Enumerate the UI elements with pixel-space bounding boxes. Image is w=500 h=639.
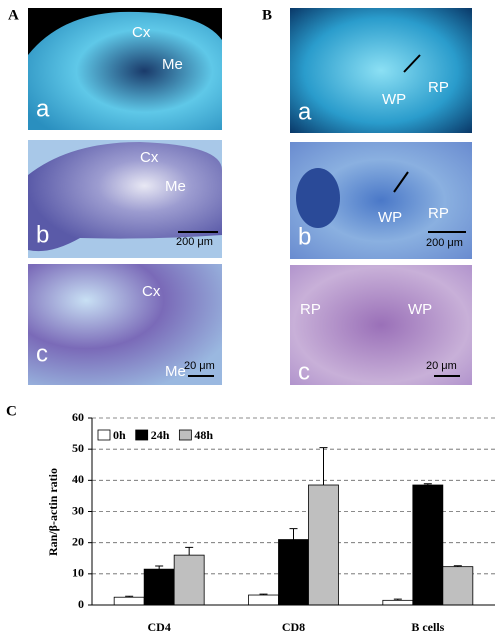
error-bar [423,483,432,486]
scale-label: 200 μm [176,236,213,248]
y-tick-label: 50 [72,441,84,455]
y-tick-label: 10 [72,566,84,580]
micro-label: Cx [142,283,161,300]
x-tick-label: CD8 [282,620,305,634]
legend-swatch [178,429,192,441]
error-bar [125,595,134,598]
micro-label: RP [428,205,449,222]
bar [308,484,339,606]
micrograph [290,265,472,385]
bar [248,594,279,606]
bar [412,484,444,606]
error-bar [393,598,402,601]
arrow [393,171,409,193]
micro-label: Me [165,363,186,380]
micro-label: WP [408,301,432,318]
bar [113,596,145,606]
x-tick-label: CD4 [147,620,170,634]
micro-label: RP [300,301,321,318]
micro-label: Me [165,178,186,195]
error-bar [289,528,298,540]
micro-label: b [298,223,311,250]
micro-label: Cx [140,149,159,166]
bar [442,566,474,606]
micro-label: c [298,358,310,385]
micrograph [28,264,222,385]
micro-label: a [36,95,50,122]
arrow [403,54,421,73]
tissue [28,142,222,252]
panel-label: C [6,403,17,419]
scale-label: 20 μm [426,360,457,372]
y-tick-label: 0 [78,597,84,611]
y-tick-label: 60 [72,410,84,424]
legend-swatch [135,429,149,441]
error-bar [453,565,462,567]
legend-swatch [97,429,111,441]
y-tick-label: 30 [72,503,84,517]
micro-label: c [36,340,48,367]
error-bar [259,593,268,596]
scale-label: 20 μm [184,360,215,372]
y-tick-label: 40 [72,472,84,486]
error-bar [185,546,194,556]
legend-label: 24h [151,428,170,442]
bar [278,539,309,606]
micro-label: Me [162,56,183,73]
micro-label: Cx [132,24,151,41]
y-axis-label: Ran/β-actin ratio [46,468,60,556]
bar [382,599,414,606]
bar [173,554,205,606]
y-tick-label: 20 [72,534,84,548]
legend-label: 0h [113,428,126,442]
micro-label: WP [382,91,406,108]
micro-label: a [298,98,312,125]
panel-label: B [262,7,272,23]
scale-label: 200 μm [426,237,463,249]
error-bar [319,447,328,486]
micro-label: RP [428,79,449,96]
bar [143,568,175,606]
micrograph [290,8,472,133]
panel-label: A [8,7,19,23]
micro-label: b [36,221,49,248]
legend-label: 48h [194,428,213,442]
micro-label: WP [378,209,402,226]
error-bar [155,565,164,570]
tissue [296,168,340,228]
tissue [28,11,222,130]
x-tick-label: B cells [411,620,444,634]
